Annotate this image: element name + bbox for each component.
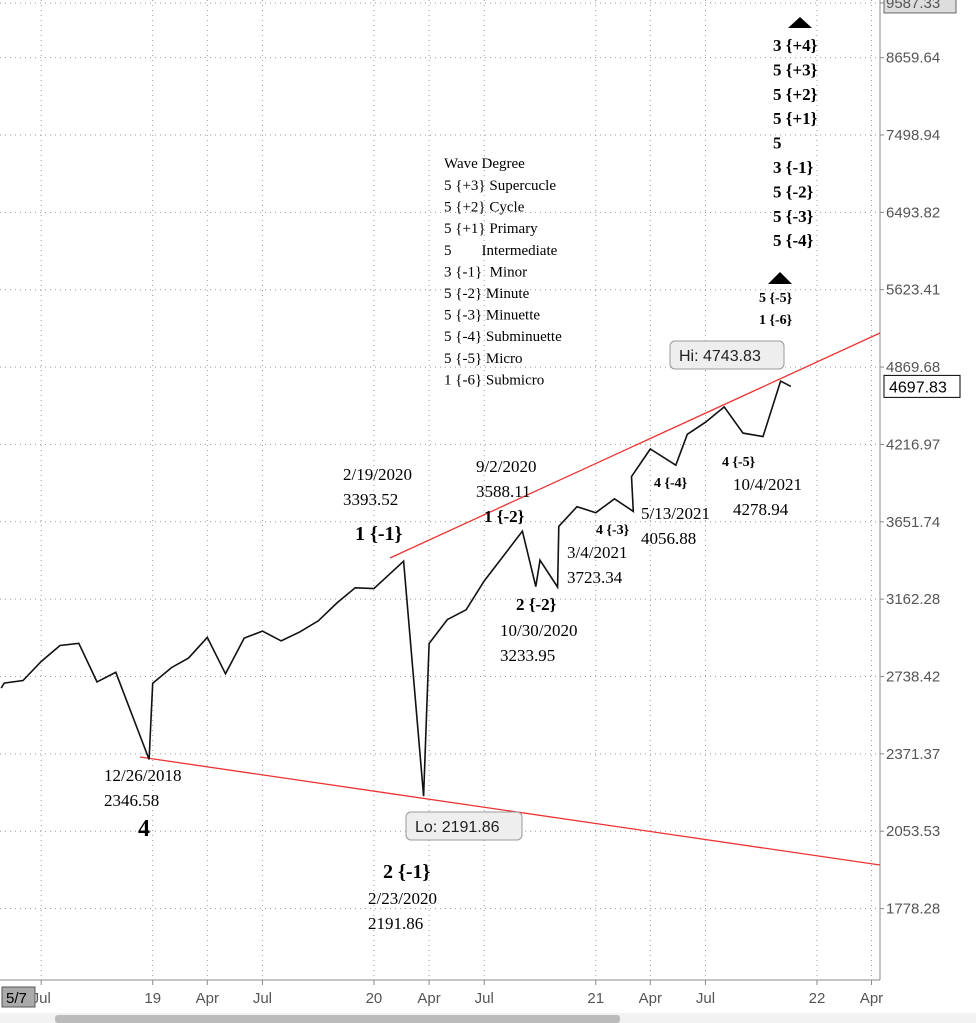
- y-tick-label: 5623.41: [886, 282, 940, 299]
- cursor-date: 5/7: [6, 990, 27, 1007]
- wave-label: 2 {-2}: [516, 595, 557, 614]
- wave-label: 1 {-1}: [355, 523, 403, 545]
- annotation-text: 3/4/2021: [567, 543, 627, 562]
- x-tick-label: Jul: [696, 990, 715, 1007]
- x-tick-label: Apr: [417, 990, 440, 1007]
- callout-box: [405, 811, 523, 841]
- price-line: [0, 379, 792, 797]
- y-tick-label: 9587.33: [886, 0, 940, 12]
- top-label-box: [883, 0, 957, 14]
- annotation-text: 9/2/2020: [476, 457, 536, 476]
- x-tick-label: 22: [809, 990, 826, 1007]
- trend-line: [389, 332, 881, 559]
- y-tick-label: 4216.97: [886, 436, 940, 453]
- annotation-text: 3393.52: [343, 490, 398, 509]
- degree-label: 5 {-4}: [773, 231, 814, 250]
- legend-row: 5 {+1} Primary: [444, 221, 538, 237]
- annotation-text: 2/19/2020: [343, 465, 412, 484]
- wave-label: 4 {-4}: [654, 476, 688, 491]
- annotation-text: 3588.11: [476, 482, 531, 501]
- y-tick-label: 3162.28: [886, 591, 940, 608]
- cursor-date-box: [1, 986, 36, 1008]
- x-tick-label: 21: [587, 990, 604, 1007]
- legend-title: Wave Degree: [444, 156, 525, 172]
- legend-row: 5 {+2} Cycle: [444, 200, 525, 216]
- annotation-text: 2/23/2020: [368, 889, 437, 908]
- annotation-text: 2346.58: [104, 791, 159, 810]
- scrollbar[interactable]: [55, 1015, 620, 1023]
- x-tick-label: Apr: [860, 990, 883, 1007]
- legend-row: 1 {-6} Submicro: [444, 372, 544, 388]
- legend-row: 5 {+3} Supercucle: [444, 178, 556, 194]
- annotation-text: 12/26/2018: [104, 766, 181, 785]
- x-tick-label: Jul: [475, 990, 494, 1007]
- annotation-text: 4278.94: [733, 500, 789, 519]
- annotation-text: 10/4/2021: [733, 475, 802, 494]
- degree-label: 3 {+4}: [773, 36, 818, 55]
- y-tick-label: 2738.42: [886, 669, 940, 686]
- wave-label: 4 {-5}: [722, 455, 756, 470]
- x-tick-label: Apr: [639, 990, 662, 1007]
- degree-label: 5 {-3}: [773, 207, 814, 226]
- x-tick-label: Jul: [32, 990, 51, 1007]
- last-price-label: 4697.83: [889, 379, 947, 396]
- degree-label: 5 {+3}: [773, 60, 818, 79]
- x-tick-label: 20: [366, 990, 383, 1007]
- x-tick-label: Jul: [253, 990, 272, 1007]
- annotation-text: 10/30/2020: [500, 621, 577, 640]
- degree-label: 5: [773, 134, 782, 153]
- degree-label: 1 {-6}: [759, 313, 793, 328]
- legend-row: 5 {-5} Micro: [444, 351, 523, 367]
- callout-box: [669, 340, 785, 370]
- triangle-marker: [768, 272, 792, 284]
- legend-row: 5 {-4} Subminuette: [444, 329, 562, 345]
- wave-label: 4: [138, 816, 150, 842]
- x-tick-label: 19: [144, 990, 161, 1007]
- legend-row: 5 {-2} Minute: [444, 286, 530, 302]
- y-tick-label: 8659.64: [886, 50, 940, 67]
- wave-label: 4 {-3}: [596, 523, 630, 538]
- y-tick-label: 4869.68: [886, 359, 940, 376]
- annotation-text: 3723.34: [567, 568, 623, 587]
- wave-label: 2 {-1}: [383, 861, 431, 883]
- wave-label: 1 {-2}: [484, 507, 525, 526]
- callout-label: Hi: 4743.83: [679, 348, 761, 365]
- annotation-text: 3233.95: [500, 646, 555, 665]
- legend-row: 5 Intermediate: [444, 243, 558, 259]
- y-tick-label: 3651.74: [886, 514, 940, 531]
- y-tick-label: 6493.82: [886, 204, 940, 221]
- y-tick-label: 7498.94: [886, 127, 940, 144]
- annotation-text: 5/13/2021: [641, 504, 710, 523]
- degree-label: 5 {-2}: [773, 182, 814, 201]
- annotation-text: 4056.88: [641, 529, 696, 548]
- trend-line: [139, 756, 881, 866]
- y-tick-label: 1778.28: [886, 901, 940, 918]
- callout-label: Lo: 2191.86: [415, 819, 500, 836]
- triangle-marker: [788, 17, 812, 28]
- degree-label: 5 {+2}: [773, 85, 818, 104]
- degree-label: 5 {-5}: [759, 291, 793, 306]
- y-tick-label: 2053.53: [886, 823, 940, 840]
- last-price-box: [883, 374, 961, 398]
- x-tick-label: Apr: [196, 990, 219, 1007]
- degree-label: 3 {-1}: [773, 158, 814, 177]
- legend-row: 3 {-1} Minor: [444, 264, 527, 280]
- legend-row: 5 {-3} Minuette: [444, 308, 540, 324]
- y-tick-label: 2371.37: [886, 746, 940, 763]
- degree-label: 5 {+1}: [773, 109, 818, 128]
- annotation-text: 2191.86: [368, 914, 423, 933]
